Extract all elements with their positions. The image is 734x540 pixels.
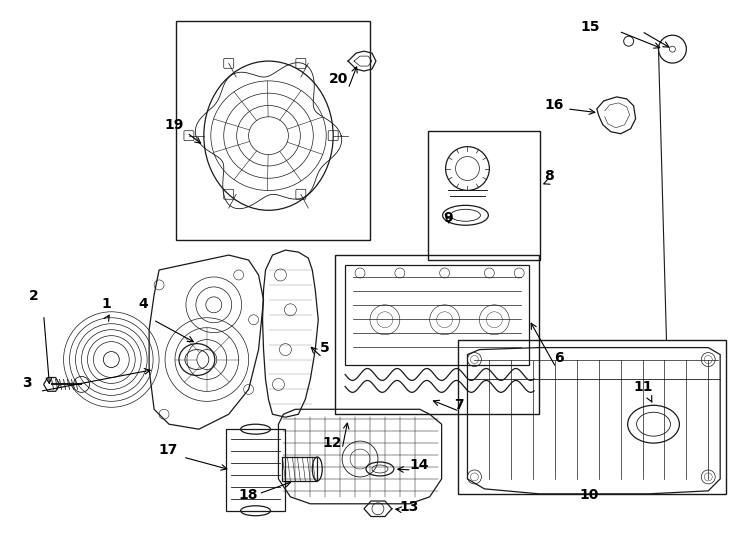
Text: 16: 16 [545,98,564,112]
Text: 1: 1 [101,297,112,311]
Text: 11: 11 [634,380,653,394]
Text: 5: 5 [320,341,330,355]
Bar [226,429,286,511]
Text: 7: 7 [454,399,464,412]
Bar [457,340,726,494]
Text: 19: 19 [164,118,184,132]
Text: 2: 2 [29,289,39,303]
Bar [335,255,539,414]
Text: 13: 13 [400,500,419,514]
Bar [345,265,529,364]
Text: 10: 10 [579,488,598,502]
Text: 20: 20 [328,72,348,86]
Text: 6: 6 [554,350,564,365]
Text: 17: 17 [159,443,178,457]
Text: 14: 14 [410,458,429,472]
Text: 4: 4 [138,297,148,311]
Bar [428,131,540,260]
Text: 15: 15 [581,20,600,34]
Text: 18: 18 [239,488,258,502]
Text: 12: 12 [322,436,342,450]
Bar [283,457,317,481]
Text: 3: 3 [22,376,32,390]
Bar [176,21,370,240]
Text: 9: 9 [443,211,453,225]
Text: 8: 8 [544,170,554,184]
